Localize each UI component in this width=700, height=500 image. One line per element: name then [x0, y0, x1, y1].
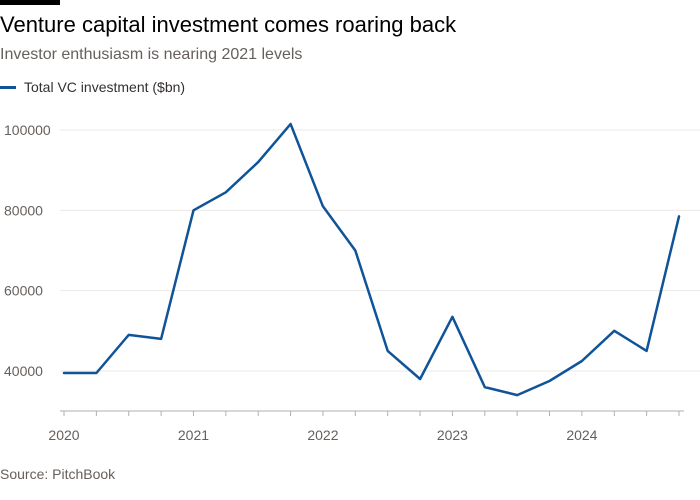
y-tick-label: 40000	[4, 363, 43, 379]
x-tick-label: 2024	[566, 427, 597, 443]
x-tick-label: 2022	[307, 427, 338, 443]
top-rule	[0, 0, 60, 5]
y-tick-label: 100000	[4, 122, 51, 138]
chart-subtitle: Investor enthusiasm is nearing 2021 leve…	[0, 46, 303, 63]
x-tick-label: 2020	[48, 427, 79, 443]
y-tick-label: 60000	[4, 283, 43, 299]
x-tick-label: 2021	[178, 427, 209, 443]
series-line	[62, 122, 681, 397]
x-tick-label: 2023	[437, 427, 468, 443]
legend: Total VC investment ($bn)	[0, 79, 185, 95]
legend-swatch	[0, 85, 16, 89]
chart-title: Venture capital investment comes roaring…	[0, 12, 457, 37]
legend-label: Total VC investment ($bn)	[24, 79, 186, 95]
source-note: Source: PitchBook	[0, 466, 116, 482]
y-tick-label: 80000	[4, 202, 43, 218]
